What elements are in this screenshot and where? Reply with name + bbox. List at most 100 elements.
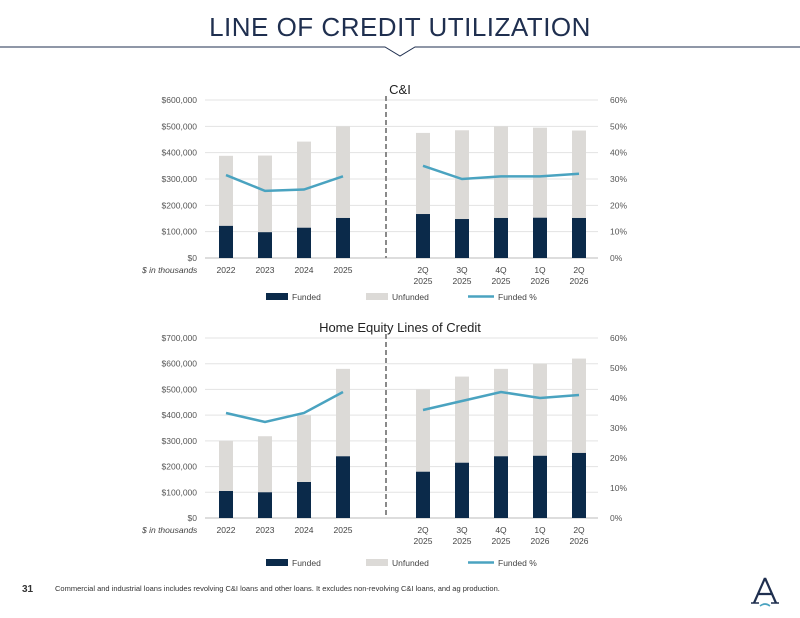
x-tick-label-year: 2025: [414, 536, 433, 546]
x-tick-label-year: 2025: [414, 276, 433, 286]
x-tick-label: 2023: [256, 265, 275, 275]
y2-tick-label: 20%: [610, 200, 627, 210]
bar-funded: [455, 462, 469, 518]
x-tick-label: 2025: [334, 525, 353, 535]
x-tick-label-year: 2026: [570, 276, 589, 286]
funded-pct-line-quarterly: [422, 164, 580, 181]
y2-tick-label: 0%: [610, 513, 623, 523]
y-tick-label: $600,000: [162, 359, 198, 369]
heloc-chart: Home Equity Lines of Credit $0 $100,000 $20…: [141, 320, 627, 568]
x-tick-label-year: 2026: [531, 276, 550, 286]
x-tick-label-year: 2025: [453, 536, 472, 546]
bar-funded: [455, 219, 469, 258]
legend-label-funded: Funded: [292, 292, 321, 302]
x-tick-label-year: 2025: [492, 276, 511, 286]
funded-pct-line-quarterly: [422, 390, 580, 412]
x-tick-label: 2024: [295, 265, 314, 275]
x-tick-label-quarter: 4Q: [495, 265, 507, 275]
bar-unfunded: [258, 436, 272, 493]
letter-a-logo-icon: [751, 577, 779, 607]
x-tick-label: 2022: [217, 525, 236, 535]
y-tick-label: $200,000: [162, 462, 198, 472]
bar-unfunded: [416, 132, 430, 215]
y-tick-label: $500,000: [162, 384, 198, 394]
x-tick-label: 2024: [295, 525, 314, 535]
y2-tick-label: 20%: [610, 453, 627, 463]
x-tick-label-quarter: 2Q: [573, 525, 585, 535]
x-tick-label-year: 2025: [492, 536, 511, 546]
x-tick-label-quarter: 1Q: [534, 265, 546, 275]
chart-title: C&I: [389, 82, 411, 97]
y2-tick-label: 10%: [610, 227, 627, 237]
y-tick-label: $100,000: [162, 227, 198, 237]
x-tick-label-year: 2026: [531, 536, 550, 546]
bar-unfunded: [455, 130, 469, 220]
ci-chart: C&I $0 $100,000 $200,000 $300,000 $400,000 $50…: [141, 82, 627, 302]
bar-funded: [572, 452, 586, 518]
legend-swatch-funded: [266, 293, 288, 300]
page-title: LINE OF CREDIT UTILIZATION: [209, 12, 591, 42]
bar-unfunded: [219, 155, 233, 226]
bar-funded: [297, 482, 311, 518]
funded-pct-line-annual: [225, 173, 344, 193]
y-tick-label: $0: [188, 253, 198, 263]
legend-label-unfunded: Unfunded: [392, 558, 429, 568]
x-tick-label-year: 2026: [570, 536, 589, 546]
bar-funded: [258, 492, 272, 518]
bar-unfunded: [494, 368, 508, 457]
y-tick-label: $500,000: [162, 121, 198, 131]
y2-tick-label: 60%: [610, 95, 627, 105]
y-tick-label: $700,000: [162, 333, 198, 343]
bar-funded: [533, 455, 547, 518]
legend-label-unfunded: Unfunded: [392, 292, 429, 302]
legend-label-funded-pct: Funded %: [498, 292, 537, 302]
x-tick-label-quarter: 3Q: [456, 525, 468, 535]
bar-unfunded: [572, 358, 586, 453]
y2-tick-label: 50%: [610, 121, 627, 131]
x-tick-label-quarter: 2Q: [417, 525, 429, 535]
funded-pct-line-annual: [225, 390, 344, 424]
y2-tick-label: 60%: [610, 333, 627, 343]
title-divider: [0, 46, 800, 57]
footnote: Commercial and industrial loans includes…: [55, 584, 500, 593]
x-tick-label-quarter: 2Q: [417, 265, 429, 275]
y2-tick-label: 40%: [610, 148, 627, 158]
bar-funded: [494, 456, 508, 518]
bar-funded: [258, 232, 272, 258]
y-tick-label: $300,000: [162, 436, 198, 446]
bar-unfunded: [336, 368, 350, 457]
x-tick-label: 2025: [334, 265, 353, 275]
bar-funded: [219, 491, 233, 518]
y2-tick-label: 10%: [610, 483, 627, 493]
x-tick-label-quarter: 3Q: [456, 265, 468, 275]
y2-tick-label: 0%: [610, 253, 623, 263]
bar-unfunded: [297, 141, 311, 228]
legend-label-funded-pct: Funded %: [498, 558, 537, 568]
legend-label-funded: Funded: [292, 558, 321, 568]
bar-unfunded: [416, 389, 430, 472]
bar-unfunded: [336, 126, 350, 218]
y2-tick-label: 30%: [610, 174, 627, 184]
chart-title: Home Equity Lines of Credit: [319, 320, 481, 335]
y-tick-label: $400,000: [162, 410, 198, 420]
legend-swatch-unfunded: [366, 293, 388, 300]
x-tick-label-year: 2025: [453, 276, 472, 286]
bar-funded: [416, 214, 430, 258]
bar-unfunded: [533, 127, 547, 218]
bar-funded: [297, 227, 311, 258]
page-number: 31: [22, 584, 34, 595]
y-tick-label: $300,000: [162, 174, 198, 184]
bar-unfunded: [533, 363, 547, 456]
bar-funded: [336, 217, 350, 258]
legend-swatch-funded: [266, 559, 288, 566]
y-tick-label: $100,000: [162, 487, 198, 497]
bar-funded: [416, 471, 430, 518]
y2-tick-label: 40%: [610, 393, 627, 403]
x-tick-label-quarter: 1Q: [534, 525, 546, 535]
y2-tick-label: 50%: [610, 363, 627, 373]
y-tick-label: $400,000: [162, 148, 198, 158]
y-tick-label: $0: [188, 513, 198, 523]
legend-swatch-unfunded: [366, 559, 388, 566]
bar-funded: [219, 225, 233, 258]
x-tick-label-quarter: 2Q: [573, 265, 585, 275]
